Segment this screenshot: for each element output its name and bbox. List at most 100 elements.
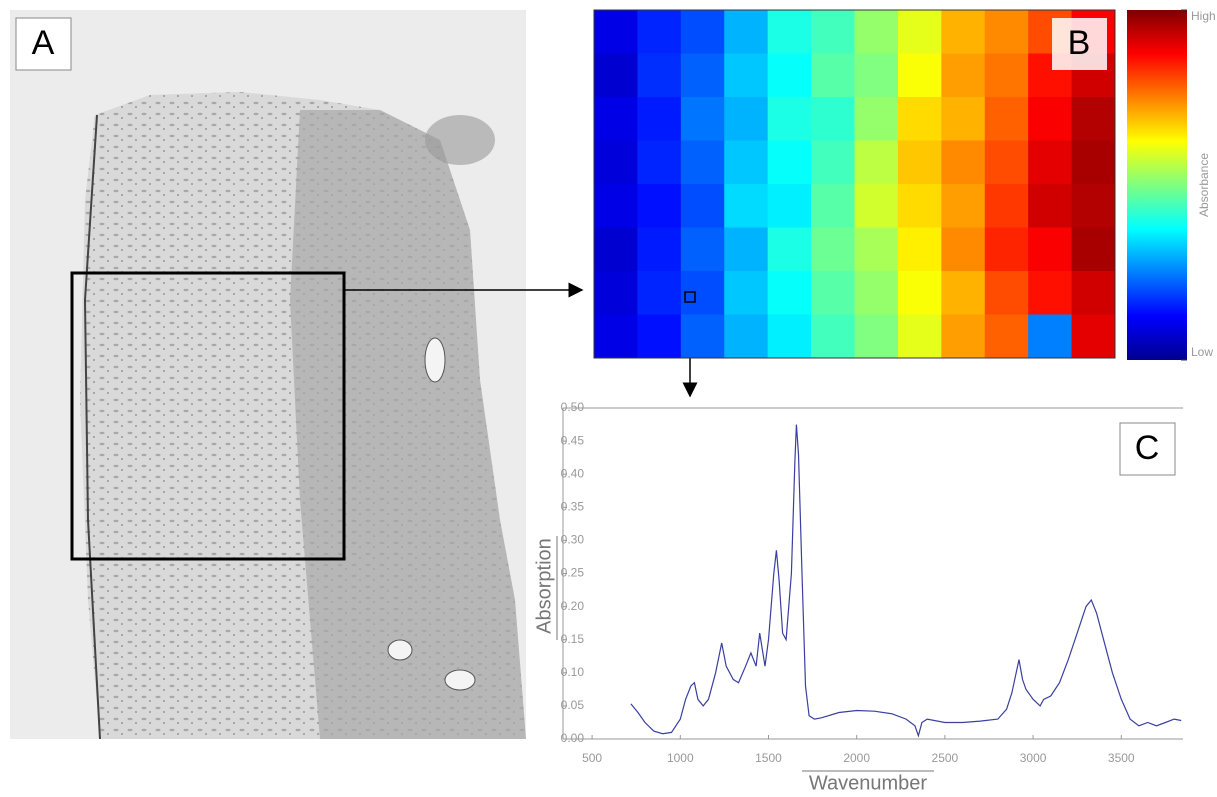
heatmap-cell [854,227,899,272]
heatmap-cell [594,227,638,272]
heatmap-cell [984,53,1029,98]
heatmap-cell [897,227,942,272]
heatmap-cell [637,53,682,98]
x-tick-label: 2500 [932,751,959,765]
heatmap-cell [811,227,855,272]
colorbar-tick-label: High [1191,9,1216,23]
heatmap-cell [680,184,725,228]
x-tick-label: 3000 [1020,751,1047,765]
heatmap-cell [984,314,1029,359]
heatmap-cell [724,184,769,228]
y-tick-label: 0.10 [561,665,585,679]
panel-label-box [1119,422,1176,476]
heatmap-cell [1071,140,1116,185]
x-tick-label: 3500 [1108,751,1135,765]
heatmap-cell [594,10,638,54]
heatmap-cell [594,314,638,359]
heatmap-cell [941,97,986,141]
spectrum-line [630,424,1182,738]
spectrum-chart: 0.00 0.05 0.10 0.15 0.20 0.25 0.30 0.35 0.40 0.45… [533,400,1183,794]
heatmap-cell [941,184,986,228]
heatmap-cell [811,10,855,54]
heatmap-cell [1071,97,1116,141]
heatmap-cell [724,271,769,315]
heatmap-cell [897,184,942,228]
x-tick-label: 1000 [667,751,694,765]
heatmap-cell [941,140,986,185]
heatmap-cell [767,314,812,359]
heatmap-cell [594,140,638,185]
heatmap-cell [984,271,1029,315]
colorbar-tick-label: Low [1191,345,1213,359]
heatmap-cell [941,10,986,54]
heatmap-cell [897,314,942,359]
heatmap-cell [767,53,812,98]
x-axis-label: Wavenumber [809,772,928,794]
heatmap-cell [1028,140,1073,185]
heatmap-cell [984,97,1029,141]
heatmap-cell [680,53,725,98]
heatmap-cell [1028,314,1073,359]
y-tick-label: 0.00 [561,731,585,745]
heatmap-cell [767,97,812,141]
x-tick-label: 1500 [755,751,782,765]
heatmap-cell [1071,314,1116,359]
heatmap-cell [984,184,1029,228]
heatmap-cell [680,227,725,272]
heatmap-cell [854,314,899,359]
y-tick-label: 0.05 [561,698,585,712]
heatmap-cell [767,140,812,185]
heatmap-cell [854,97,899,141]
heatmap-cell [767,10,812,54]
heatmap-cell [724,314,769,359]
heatmap-cell [637,271,682,315]
heatmap-cell [897,97,942,141]
heatmap-cell [1071,227,1116,272]
x-tick-label: 2000 [843,751,870,765]
panel-label: C [1135,429,1160,467]
heatmap-cell [637,10,682,54]
heatmap-cell [767,271,812,315]
heatmap-cell [897,53,942,98]
heatmap-cell [941,227,986,272]
heatmap-cell [724,227,769,272]
heatmap-cell [811,97,855,141]
y-tick-label: 0.20 [561,599,585,613]
heatmap-cell [1028,97,1073,141]
y-tick-label: 0.40 [561,466,585,480]
heatmap-cell [680,314,725,359]
heatmap-cell [637,227,682,272]
heatmap-cell [1028,271,1073,315]
heatmap-cell [1028,184,1073,228]
heatmap-cell [724,97,769,141]
heatmap-cell [854,184,899,228]
heatmap-cell [897,271,942,315]
heatmap-cell [1071,271,1116,315]
y-tick-label: 0.30 [561,533,585,547]
heatmap-cell [594,184,638,228]
heatmap-cell [897,140,942,185]
heatmap-cell [854,53,899,98]
heatmap-cell [854,10,899,54]
heatmap-cell [637,184,682,228]
colorbar-label: Absorbance [1197,153,1211,217]
heatmap-cell [811,53,855,98]
heatmap-cell [811,184,855,228]
heatmap-cell [767,184,812,228]
heatmap-cell [941,314,986,359]
y-tick-label: 0.35 [561,499,585,513]
heatmap-cell [854,271,899,315]
heatmap-cell [941,271,986,315]
panel-label: B [1068,24,1091,62]
heatmap-cell [594,53,638,98]
heatmap-cell [680,140,725,185]
heatmap-cell [854,140,899,185]
heatmap: B [593,9,1116,359]
y-tick-label: 0.45 [561,433,585,447]
heatmap-frame [593,9,1116,359]
y-tick-label: 0.15 [561,632,585,646]
heatmap-cell [637,314,682,359]
heatmap-cell [637,97,682,141]
heatmap-cell [594,271,638,315]
